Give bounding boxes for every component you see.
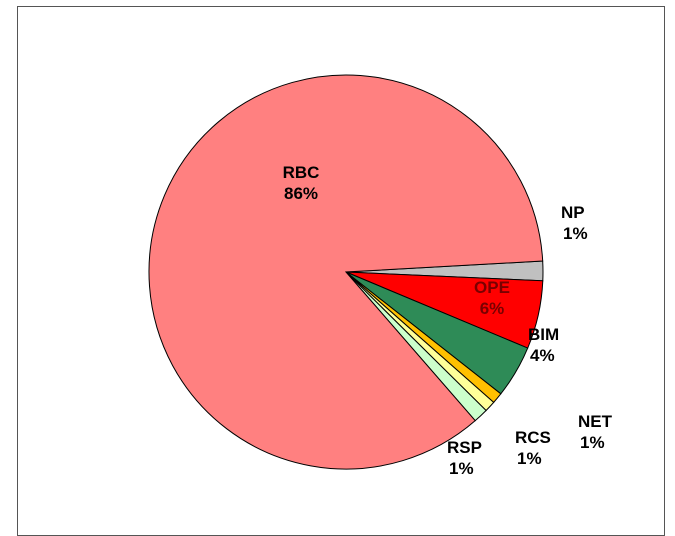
slice-percent-rbc: 86%	[284, 184, 318, 203]
slice-label-bim: BIM	[528, 325, 559, 344]
slice-percent-rcs: 1%	[517, 449, 542, 468]
slice-label-net: NET	[578, 412, 613, 431]
pie-slice-rbc	[148, 74, 544, 470]
slice-percent-ope: 6%	[480, 299, 505, 318]
slice-label-rsp: RSP	[447, 438, 482, 457]
slice-percent-rsp: 1%	[449, 459, 474, 478]
slice-label-ope: OPE	[474, 278, 510, 297]
slice-label-rbc: RBC	[283, 163, 320, 182]
slice-percent-bim: 4%	[530, 346, 555, 365]
slice-percent-np: 1%	[563, 224, 588, 243]
slice-label-np: NP	[561, 203, 585, 222]
slice-label-rcs: RCS	[515, 428, 551, 447]
pie-chart: NP 1% OPE 6% BIM 4% NET 1% RCS 1% RSP 1% RBC 86%	[148, 74, 613, 478]
slice-percent-net: 1%	[580, 433, 605, 452]
